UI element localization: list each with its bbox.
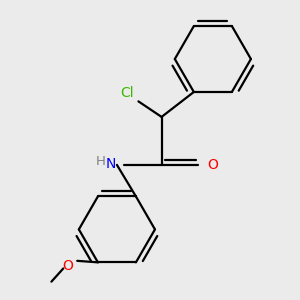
Text: H: H (96, 155, 106, 168)
Text: Cl: Cl (121, 86, 134, 100)
Text: O: O (62, 259, 73, 273)
Text: O: O (207, 158, 218, 172)
Text: N: N (106, 157, 116, 171)
